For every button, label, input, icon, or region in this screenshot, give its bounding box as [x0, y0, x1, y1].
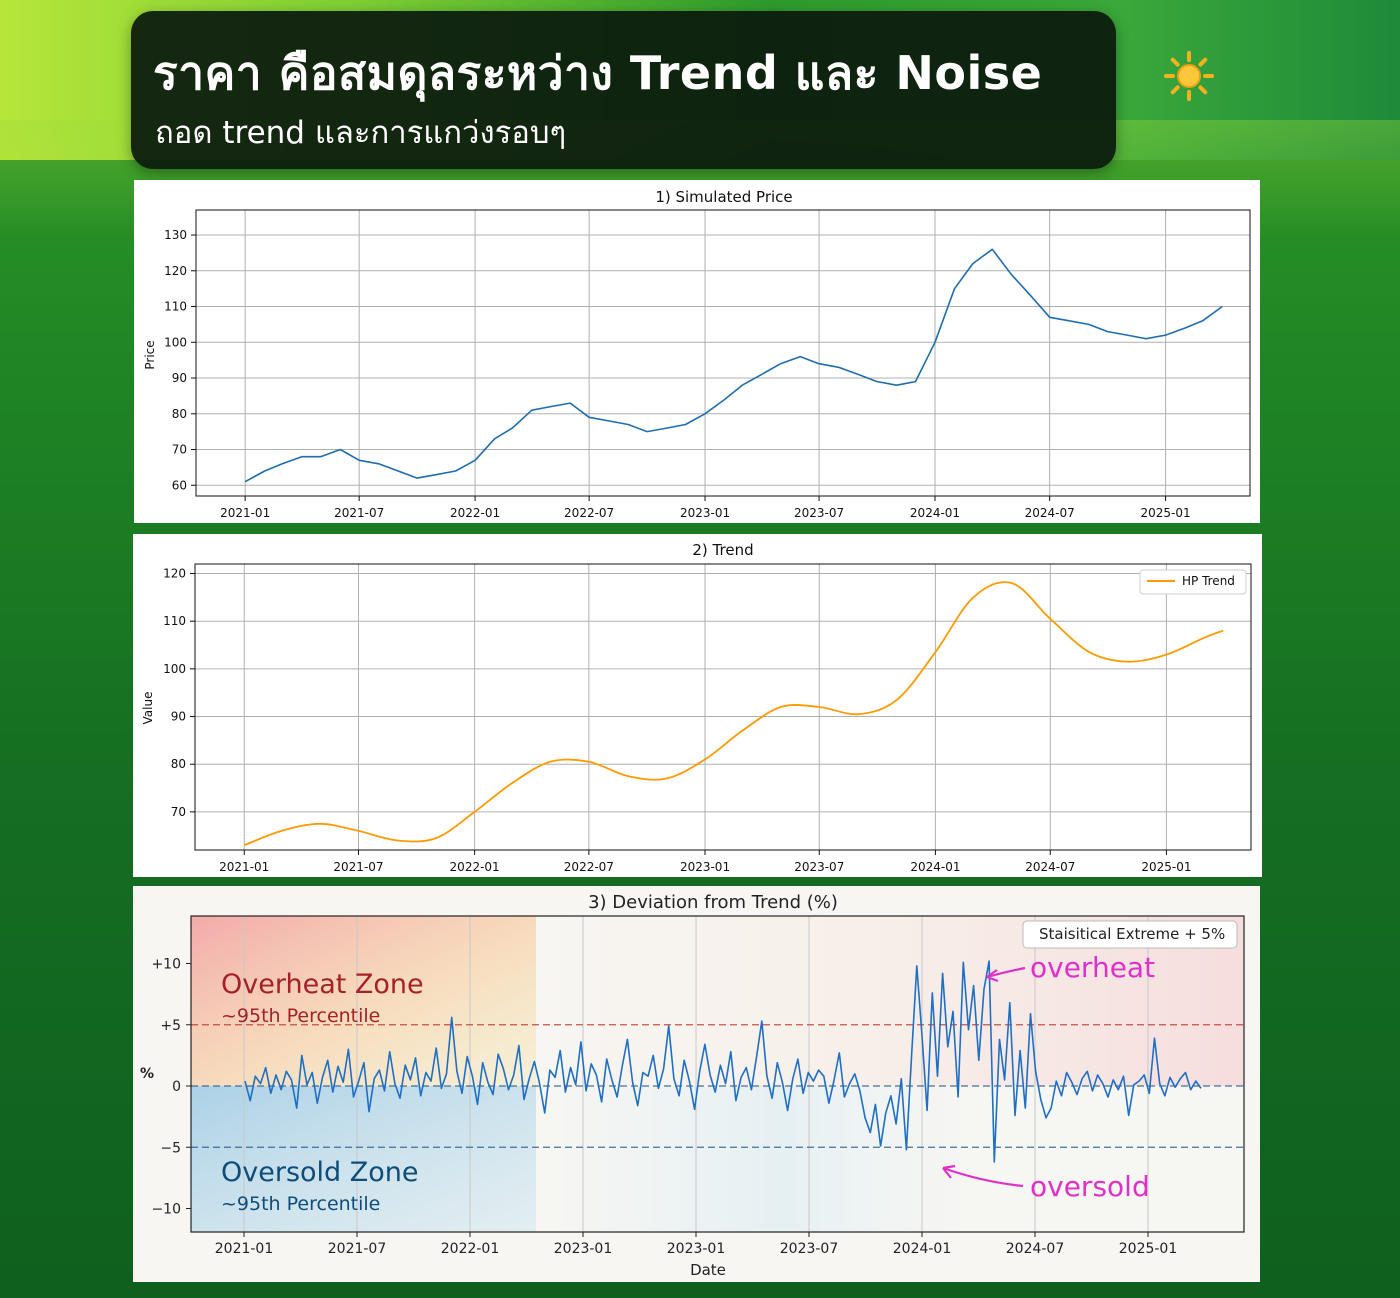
price-chart-title: 1) Simulated Price	[655, 188, 792, 206]
deviation-chart-xlabel: Date	[690, 1261, 726, 1279]
price-chart-ytick-label: 100	[164, 335, 187, 349]
trend-chart-title: 2) Trend	[692, 541, 753, 559]
price-chart-xtick-label: 2021-01	[220, 506, 270, 520]
price-chart-xtick-label: 2025-01	[1141, 506, 1191, 520]
oversold-annotation: oversold	[942, 1164, 1150, 1203]
price-chart-xtick-label: 2024-07	[1025, 506, 1075, 520]
price-chart-xtick-label: 2024-01	[910, 506, 960, 520]
deviation-chart-panel: 3) Deviation from Trend (%) % Date +10 +5…	[133, 886, 1260, 1282]
deviation-chart-xtick-label: 2022-01	[441, 1241, 500, 1257]
trend-chart-ytick-label: 100	[163, 662, 186, 676]
trend-chart-ytick-label: 120	[163, 567, 186, 581]
price-chart-ylabel: Price	[143, 340, 157, 369]
price-chart-xtick-label: 2023-01	[680, 506, 730, 520]
deviation-chart: 3) Deviation from Trend (%) % Date +10 +5…	[140, 892, 1245, 1279]
page-subtitle: ถอด trend และการแกว่งรอบๆ	[155, 115, 567, 151]
price-chart-ytick-label: 70	[172, 443, 187, 457]
price-chart-frame	[195, 209, 1251, 497]
header-banner: ราคา คือสมดุลระหว่าง Trend และ Noise ถอด…	[131, 11, 1214, 169]
oversold-arrowhead-icon	[942, 1164, 956, 1179]
deviation-chart-ytick-label: +10	[151, 957, 181, 973]
overheat-annotation: overheat	[986, 951, 1155, 984]
trend-chart-xtick-label: 2021-01	[219, 860, 269, 874]
price-chart-ytick-label: 120	[164, 264, 187, 278]
overheat-arrowhead-icon	[986, 969, 999, 983]
oversold-zone-shade	[191, 1086, 536, 1232]
price-chart: 1) Simulated Price Price 60 70 80 90 100 110 1…	[143, 188, 1251, 520]
trend-chart-ylabel: Value	[141, 692, 155, 725]
deviation-legend: Staisitical Extreme + 5%	[1022, 920, 1238, 949]
oversold-zone-label: Oversold Zone	[221, 1157, 419, 1188]
price-chart-panel: 1) Simulated Price Price 60 70 80 90 100 110 1…	[134, 180, 1260, 523]
deviation-series-line	[244, 960, 1202, 1163]
trend-chart-xtick-label: 2023-07	[794, 860, 844, 874]
trend-chart-xtick-label: 2023-01	[680, 860, 730, 874]
price-chart-xtick-label: 2021-07	[334, 506, 384, 520]
oversold-annotation-label: oversold	[1030, 1170, 1150, 1203]
price-chart-xtick-label: 2022-01	[450, 506, 500, 520]
deviation-chart-xtick-label: 2025-01	[1119, 1241, 1178, 1257]
deviation-chart-xtick-label: 2024-01	[893, 1241, 952, 1257]
trend-chart-frame	[194, 563, 1252, 851]
price-chart-series-line	[244, 248, 1223, 483]
trend-legend-label: HP Trend	[1182, 574, 1235, 588]
oversold-zone-subtitle: ~95th Percentile	[221, 1193, 380, 1215]
price-chart-ytick-label: 80	[172, 407, 187, 421]
deviation-legend-label: Staisitical Extreme + 5%	[1039, 925, 1225, 943]
trend-chart-xtick-label: 2024-01	[910, 860, 960, 874]
trend-chart-panel: 2) Trend Value 70 80 90 100 110 120 2021-01 20…	[133, 534, 1262, 877]
overheat-zone-shade	[191, 916, 536, 1086]
oversold-zone-fade	[536, 1086, 1244, 1232]
deviation-chart-frame	[190, 915, 1245, 1233]
price-chart-ytick-label: 60	[172, 478, 187, 492]
overheat-zone-label: Overheat Zone	[221, 969, 424, 1000]
trend-chart-ytick-label: 110	[163, 614, 186, 628]
deviation-chart-ytick-label: −10	[151, 1202, 181, 1218]
trend-chart-ytick-label: 80	[171, 757, 186, 771]
page-title: ราคา คือสมดุลระหว่าง Trend และ Noise	[153, 46, 1043, 100]
deviation-chart-xtick-label: 2021-01	[215, 1241, 274, 1257]
price-chart-ytick-label: 110	[164, 300, 187, 314]
price-chart-ytick-label: 130	[164, 228, 187, 242]
deviation-chart-ylabel: %	[140, 1066, 154, 1082]
deviation-chart-ytick-label: +5	[160, 1018, 181, 1034]
trend-chart-series-line	[243, 581, 1224, 847]
overheat-annotation-label: overheat	[1030, 951, 1155, 984]
price-chart-xtick-label: 2023-07	[794, 506, 844, 520]
deviation-chart-xtick-label: 2021-07	[328, 1241, 387, 1257]
trend-chart-xtick-label: 2021-07	[333, 860, 383, 874]
overheat-zone-subtitle: ~95th Percentile	[221, 1005, 380, 1027]
deviation-chart-ytick-label: −5	[160, 1140, 181, 1156]
trend-chart-xtick-label: 2025-01	[1141, 860, 1191, 874]
price-chart-xtick-label: 2022-07	[564, 506, 614, 520]
oversold-arrow-icon	[942, 1166, 1024, 1188]
deviation-chart-ytick-label: 0	[172, 1079, 181, 1095]
deviation-chart-xtick-label: 2023-01	[667, 1241, 726, 1257]
trend-chart-xtick-label: 2022-01	[450, 860, 500, 874]
deviation-chart-title: 3) Deviation from Trend (%)	[588, 892, 838, 913]
trend-chart-xtick-label: 2024-07	[1025, 860, 1075, 874]
trend-legend: HP Trend	[1139, 569, 1247, 595]
price-chart-ytick-label: 90	[172, 371, 187, 385]
deviation-chart-xtick-label: 2023-01	[554, 1241, 613, 1257]
trend-chart: 2) Trend Value 70 80 90 100 110 120 2021-01 20…	[141, 541, 1252, 874]
sun-icon	[1164, 51, 1214, 101]
deviation-chart-xtick-label: 2023-07	[780, 1241, 839, 1257]
trend-chart-xtick-label: 2022-07	[564, 860, 614, 874]
trend-chart-ytick-label: 90	[171, 710, 186, 724]
deviation-chart-xtick-label: 2024-07	[1006, 1241, 1065, 1257]
trend-chart-ytick-label: 70	[171, 805, 186, 819]
